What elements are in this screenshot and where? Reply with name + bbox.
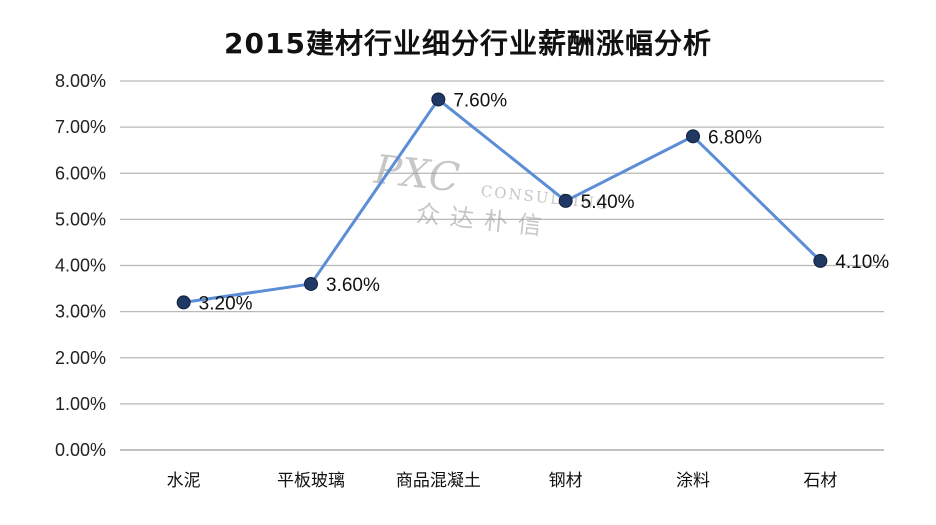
data-point xyxy=(176,295,191,310)
data-point xyxy=(431,92,446,107)
x-axis-ticks: 水泥 平板玻璃 商品混凝土 钢材 涂料 石材 xyxy=(167,471,838,491)
data-point xyxy=(304,276,318,291)
data-label: 6.80% xyxy=(708,127,762,148)
y-tick-label: 5.00% xyxy=(55,209,106,229)
y-tick-label: 0.00% xyxy=(55,440,106,460)
watermark-cjk: 众达朴信 xyxy=(415,199,553,241)
data-labels: 3.20% 3.60% 7.60% 5.40% 6.80% 4.10% xyxy=(199,90,890,314)
chart-title: 2015建材行业细分行业薪酬涨幅分析 xyxy=(224,27,712,60)
x-tick-label: 水泥 xyxy=(167,471,201,491)
x-tick-label: 钢材 xyxy=(549,471,583,491)
data-label: 5.40% xyxy=(581,192,635,213)
data-point xyxy=(813,253,828,268)
data-point xyxy=(686,129,700,144)
x-tick-label: 石材 xyxy=(803,471,837,491)
data-label: 3.20% xyxy=(199,293,253,314)
x-tick-label: 平板玻璃 xyxy=(277,471,345,491)
gridlines xyxy=(120,80,884,451)
x-tick-label: 商品混凝土 xyxy=(396,471,481,491)
y-tick-label: 6.00% xyxy=(55,163,106,183)
series-line xyxy=(182,97,822,304)
data-point xyxy=(558,193,573,208)
y-tick-label: 2.00% xyxy=(55,348,106,368)
y-tick-label: 3.00% xyxy=(55,302,106,322)
y-tick-label: 1.00% xyxy=(55,394,106,414)
watermark-latin: PXC xyxy=(371,147,462,202)
data-label: 3.60% xyxy=(326,275,380,296)
data-label: 7.60% xyxy=(453,90,507,111)
data-label: 4.10% xyxy=(835,252,889,273)
y-tick-label: 4.00% xyxy=(55,256,106,276)
y-axis-ticks: 0.00% 1.00% 2.00% 3.00% 4.00% 5.00% 6.00% 7.00%… xyxy=(55,71,106,460)
x-tick-label: 涂料 xyxy=(676,471,710,491)
y-tick-label: 8.00% xyxy=(55,71,106,91)
series-layer xyxy=(176,92,828,310)
y-tick-label: 7.00% xyxy=(55,117,106,137)
